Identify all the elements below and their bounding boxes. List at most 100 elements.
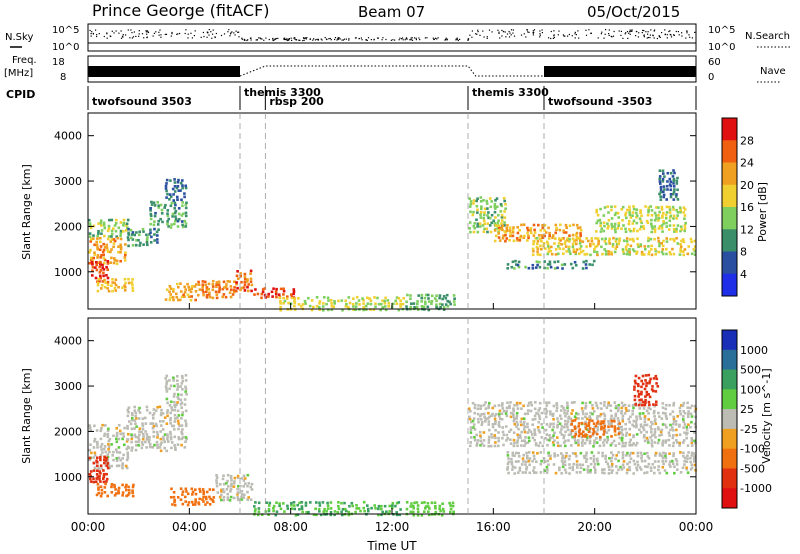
range-cell [117, 424, 121, 427]
range-cell [174, 448, 177, 451]
range-cell [184, 424, 188, 428]
range-cell [642, 225, 645, 228]
noise-dot [673, 34, 675, 36]
noise-dot [390, 39, 392, 41]
freq-tick-low: 8 [60, 72, 66, 83]
range-cell [516, 471, 520, 474]
range-cell [573, 419, 577, 422]
range-cell [348, 301, 352, 305]
range-cell [150, 200, 153, 204]
range-cell [249, 272, 252, 275]
range-cell [636, 229, 639, 233]
range-cell [263, 287, 267, 290]
range-cell [499, 203, 503, 206]
range-cell [553, 454, 556, 458]
range-cell [90, 256, 93, 260]
range-cell [629, 216, 633, 219]
range-cell [296, 503, 299, 507]
range-cell [513, 422, 516, 426]
range-cell [304, 504, 308, 507]
range-cell [571, 237, 575, 241]
cpid-segment-label: themis 3300 [244, 86, 321, 99]
range-cell [397, 297, 401, 300]
range-cell [402, 297, 405, 300]
range-cell [669, 195, 673, 199]
range-cell [487, 411, 490, 415]
range-cell [668, 404, 671, 407]
range-cell [685, 460, 689, 463]
range-cell [96, 281, 100, 285]
range-cell [412, 513, 416, 517]
range-cell [526, 404, 530, 407]
range-cell [243, 275, 247, 279]
range-cell [105, 477, 109, 481]
range-cell [596, 420, 600, 423]
range-cell [145, 233, 148, 237]
range-cell [587, 422, 591, 425]
range-cell [678, 410, 682, 413]
ytick-label: 4000 [54, 130, 82, 143]
range-cell [202, 500, 205, 503]
range-cell [669, 171, 673, 175]
range-cell [682, 250, 685, 253]
range-cell [168, 193, 172, 196]
range-cell [592, 457, 596, 461]
range-cell [558, 228, 562, 232]
range-cell [532, 234, 536, 237]
noise-dot [553, 30, 555, 32]
range-cell [159, 430, 162, 433]
range-cell [253, 510, 257, 513]
range-cell [141, 417, 145, 420]
range-cell [89, 443, 92, 446]
range-cell [176, 496, 180, 499]
range-cell [654, 214, 658, 217]
range-cell [650, 209, 654, 212]
noise-dot [456, 37, 458, 39]
nsky-label: N.Sky [5, 32, 33, 43]
range-cell [181, 179, 184, 182]
range-cell [539, 451, 543, 454]
range-cell [689, 456, 692, 460]
range-cell [675, 193, 678, 196]
range-cell [693, 239, 696, 243]
range-cell [198, 288, 202, 291]
range-cell [635, 250, 639, 254]
range-cell [602, 441, 605, 444]
range-cell [138, 244, 142, 247]
range-cell [170, 487, 173, 491]
range-cell [668, 460, 672, 464]
range-cell [488, 197, 492, 200]
range-cell [511, 451, 515, 455]
range-cell [614, 228, 617, 231]
range-cell [173, 443, 176, 447]
range-cell [184, 374, 188, 377]
range-cell [107, 250, 110, 254]
range-cell [668, 251, 672, 254]
range-cell [668, 205, 671, 209]
range-cell [185, 437, 188, 441]
range-cell [92, 456, 95, 459]
range-cell [303, 299, 307, 303]
range-cell [513, 417, 516, 420]
range-cell [632, 435, 635, 439]
range-cell [409, 305, 413, 309]
range-cell [544, 428, 548, 432]
range-cell [649, 425, 652, 428]
range-cell [283, 299, 287, 303]
range-cell [144, 416, 147, 420]
range-cell [249, 277, 253, 281]
range-cell [657, 239, 661, 243]
range-cell [279, 507, 283, 511]
range-cell [553, 242, 556, 245]
range-cell [264, 296, 268, 299]
noise-dot [285, 39, 287, 41]
ytick-label: 3000 [54, 380, 82, 393]
range-cell [518, 466, 522, 470]
range-cell [510, 462, 514, 466]
noise-dot [314, 39, 317, 41]
range-cell [653, 404, 656, 408]
range-cell [96, 248, 100, 251]
range-cell [100, 427, 103, 430]
noise-dot [647, 31, 649, 33]
range-cell [523, 428, 526, 431]
